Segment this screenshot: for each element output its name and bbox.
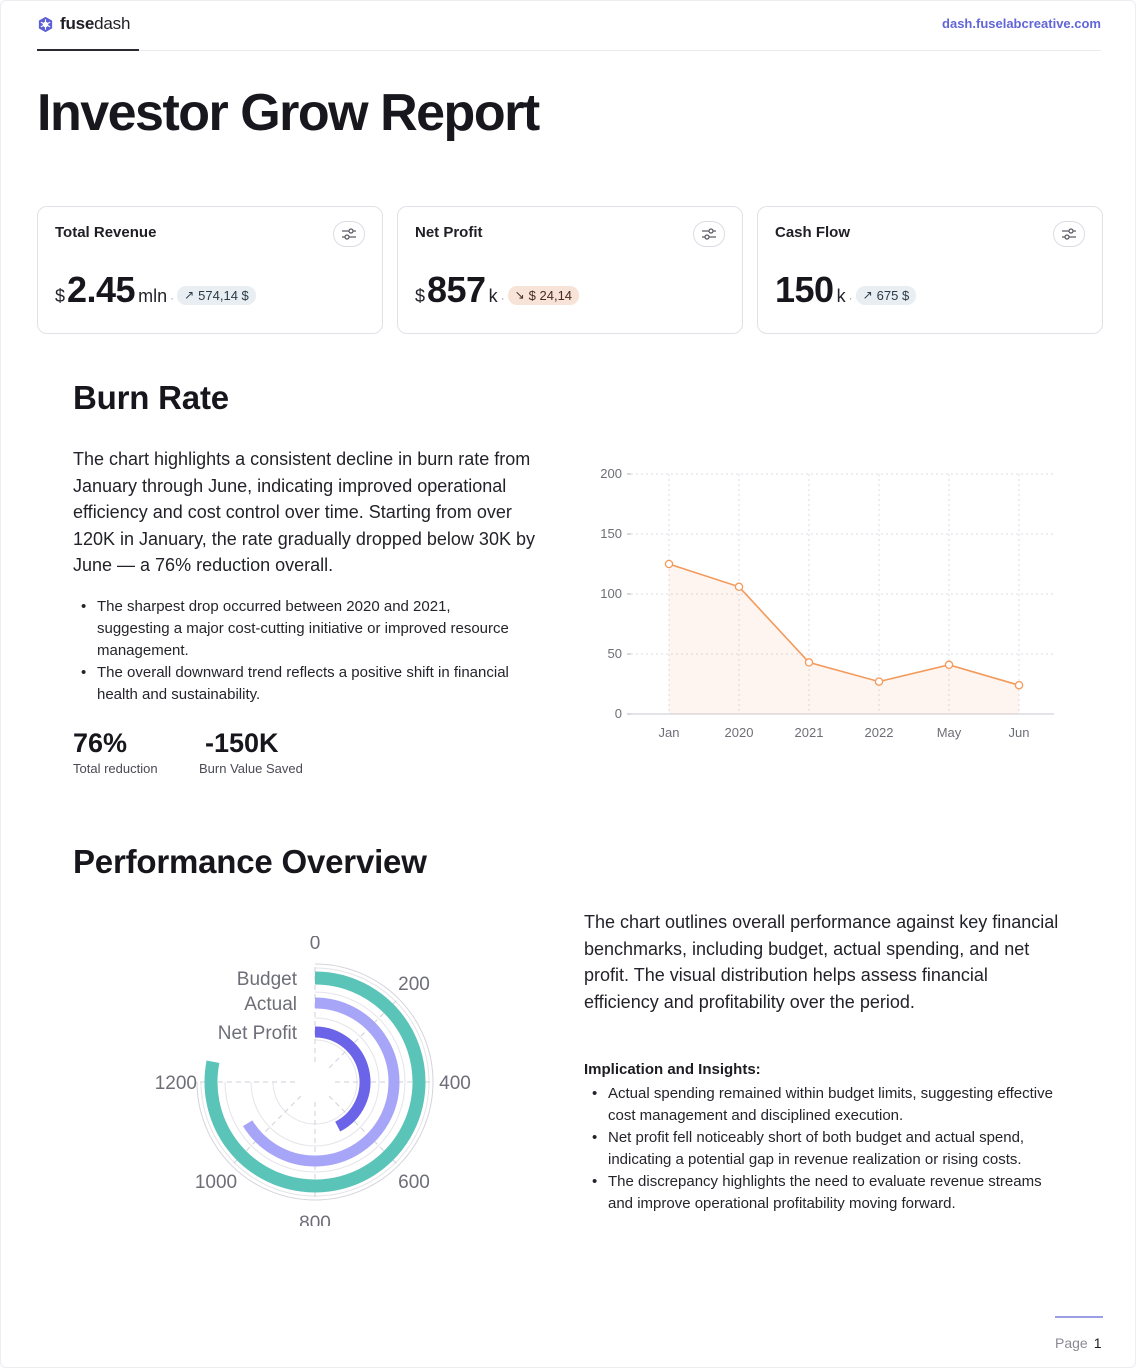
data-point bbox=[804, 658, 814, 667]
insights-bullets: Actual spending remained within budget l… bbox=[584, 1083, 1054, 1215]
radial-grid-ring bbox=[224, 991, 406, 1173]
x-tick-label: Jan bbox=[659, 725, 680, 740]
radial-bar-net-profit bbox=[314, 1026, 371, 1132]
card-title: Cash Flow bbox=[775, 224, 851, 241]
currency-symbol: $ bbox=[55, 286, 66, 306]
site-link[interactable]: dash.fuselabcreative.com bbox=[942, 16, 1101, 31]
data-point bbox=[944, 660, 954, 670]
list-item: Net profit fell noticeably short of both… bbox=[584, 1127, 1054, 1171]
x-tick-label: May bbox=[937, 725, 962, 740]
card-settings-button[interactable] bbox=[693, 221, 725, 247]
card-title: Total Revenue bbox=[55, 224, 157, 241]
metric-value: 2.45 bbox=[67, 269, 136, 310]
arrow-down-right-icon: ↘ bbox=[514, 288, 525, 302]
performance-description: The chart outlines overall performance a… bbox=[584, 912, 1059, 1012]
list-item: The sharpest drop occurred between 2020 … bbox=[73, 596, 523, 662]
list-item: The discrepancy highlights the need to e… bbox=[584, 1171, 1054, 1215]
y-tick-label: 100 bbox=[600, 586, 622, 601]
list-item: The overall downward trend reflects a po… bbox=[73, 662, 523, 706]
page-title: Investor Grow Report bbox=[37, 84, 540, 142]
card-title: Net Profit bbox=[415, 224, 483, 241]
top-bar: fusedash dash.fuselabcreative.com bbox=[37, 1, 1101, 51]
performance-radial-chart: 0 200 400 600 800 1000 1200 Budget Actual Net Pro… bbox=[155, 936, 471, 1226]
sliders-icon bbox=[1062, 228, 1076, 240]
x-tick-label: 2020 bbox=[725, 725, 754, 740]
sliders-icon bbox=[702, 228, 716, 240]
metric-value: 857 bbox=[427, 269, 486, 310]
data-point bbox=[664, 559, 674, 569]
metric-unit: k bbox=[836, 286, 846, 306]
brand[interactable]: fusedash bbox=[37, 13, 130, 35]
radial-tick-label: 1200 bbox=[155, 1073, 197, 1094]
y-tick-label: 50 bbox=[608, 646, 622, 661]
x-tick-label: Jun bbox=[1009, 725, 1030, 740]
radial-tick-label: 400 bbox=[439, 1073, 471, 1094]
radial-bar-budget bbox=[204, 971, 426, 1193]
data-point bbox=[1014, 680, 1024, 690]
radial-tick-label: 1000 bbox=[195, 1172, 237, 1193]
delta-badge: ↗ 574,14 $ bbox=[177, 285, 256, 305]
card-value: $ 2.45 mln · ↗ 574,14 $ bbox=[55, 269, 256, 311]
x-tick-label: 2021 bbox=[795, 725, 824, 740]
radial-grid-ring bbox=[250, 1017, 380, 1147]
fusedash-logo-icon bbox=[38, 16, 53, 32]
y-tick-label: 200 bbox=[600, 466, 622, 481]
burn-rate-description: The chart highlights a consistent declin… bbox=[73, 449, 535, 576]
metric-value: 150 bbox=[775, 269, 834, 310]
total-revenue-card: Total Revenue $ 2.45 mln · ↗ 574,14 $ bbox=[37, 206, 383, 334]
y-tick-label: 0 bbox=[615, 706, 622, 721]
footer-divider bbox=[1055, 1316, 1103, 1318]
performance-heading: Performance Overview bbox=[73, 843, 427, 880]
metric-unit: k bbox=[488, 286, 498, 306]
kpi-value: 76% bbox=[73, 728, 128, 758]
y-tick-label: 150 bbox=[600, 526, 622, 541]
kpi-value: -150K bbox=[205, 728, 279, 758]
legend-label: Net Profit bbox=[218, 1023, 298, 1044]
radial-tick-label: 600 bbox=[398, 1172, 430, 1193]
sliders-icon bbox=[342, 228, 356, 240]
kpi-label: Total reduction bbox=[73, 761, 158, 776]
page-indicator: Page 1 bbox=[1055, 1335, 1102, 1351]
burn-rate-chart: 0 50 100 150 200 Jan 2020 2021 2022 May Jun bbox=[600, 466, 1054, 740]
radial-tick-label: 0 bbox=[310, 936, 321, 954]
arrow-up-right-icon: ↗ bbox=[184, 288, 195, 302]
separator-dot: · bbox=[500, 291, 505, 305]
card-settings-button[interactable] bbox=[1053, 221, 1085, 247]
kpi-label: Burn Value Saved bbox=[199, 761, 303, 776]
card-settings-button[interactable] bbox=[333, 221, 365, 247]
brand-underline bbox=[37, 49, 139, 51]
cash-flow-card: Cash Flow 150 k · ↗ 675 $ bbox=[757, 206, 1103, 334]
currency-symbol: $ bbox=[415, 286, 426, 306]
separator-dot: · bbox=[848, 291, 853, 305]
arrow-up-right-icon: ↗ bbox=[862, 288, 873, 302]
metric-unit: mln bbox=[138, 286, 168, 306]
card-value: $ 857 k · ↘ $ 24,14 bbox=[415, 269, 580, 311]
radial-tick-label: 200 bbox=[398, 974, 430, 995]
radial-axis-ring bbox=[196, 963, 434, 1201]
legend-label: Budget bbox=[237, 969, 298, 990]
delta-badge: ↗ 675 $ bbox=[855, 285, 917, 305]
card-value: 150 k · ↗ 675 $ bbox=[775, 269, 917, 311]
insights-title: Implication and Insights: bbox=[584, 1061, 761, 1078]
delta-badge: ↘ $ 24,14 bbox=[507, 285, 580, 305]
burn-rate-heading: Burn Rate bbox=[73, 379, 229, 416]
burn-rate-bullets: The sharpest drop occurred between 2020 … bbox=[73, 596, 523, 706]
brand-name: fusedash bbox=[60, 14, 131, 33]
data-point bbox=[874, 677, 884, 686]
data-point bbox=[734, 582, 744, 592]
radial-bar-actual bbox=[242, 997, 400, 1167]
separator-dot: · bbox=[170, 291, 175, 305]
list-item: Actual spending remained within budget l… bbox=[584, 1083, 1054, 1127]
burn-rate-area bbox=[669, 564, 1019, 714]
legend-label: Actual bbox=[244, 994, 297, 1015]
burn-rate-line bbox=[668, 563, 1020, 686]
net-profit-card: Net Profit $ 857 k · ↘ $ 24,14 bbox=[397, 206, 743, 334]
radial-tick-label: 800 bbox=[299, 1213, 331, 1226]
x-tick-label: 2022 bbox=[865, 725, 894, 740]
